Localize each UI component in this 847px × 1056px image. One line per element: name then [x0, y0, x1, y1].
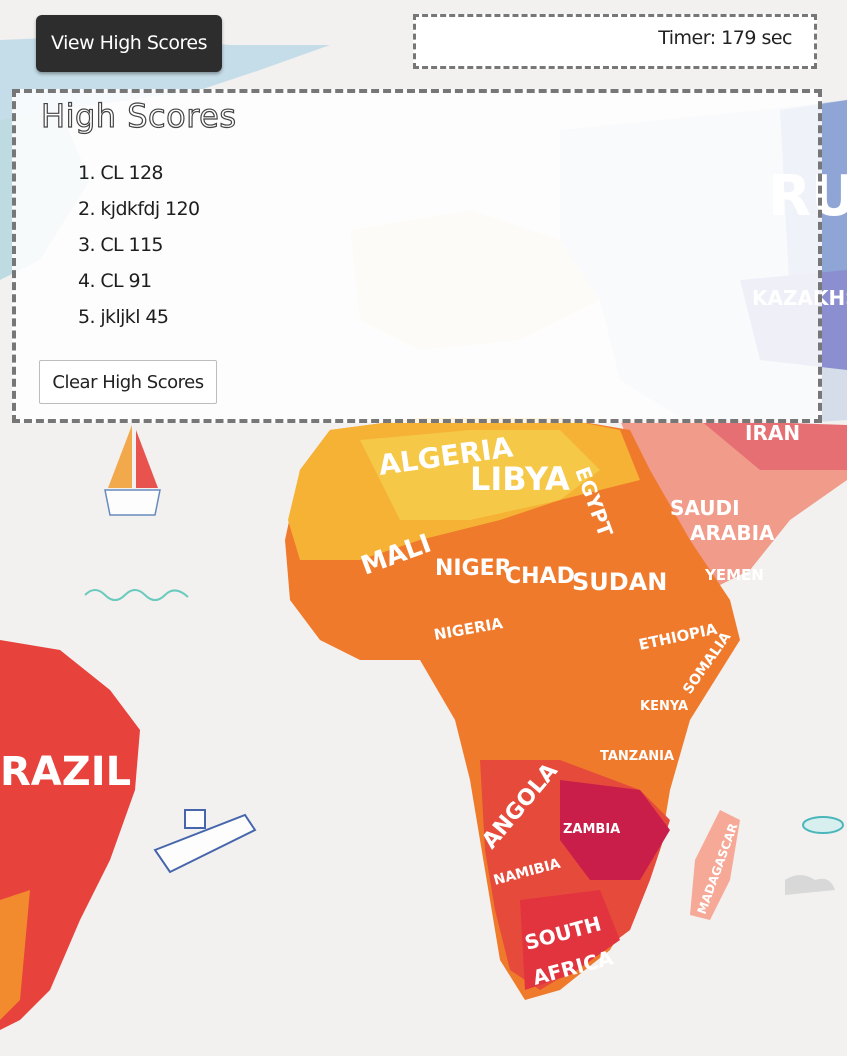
label-libya: LIBYA: [470, 460, 570, 498]
label-kenya: KENYA: [640, 699, 688, 714]
label-saudi-2: ARABIA: [690, 521, 775, 545]
timer-text: Timer: 179 sec: [658, 27, 792, 49]
label-chad: CHAD: [505, 564, 575, 589]
label-zambia: ZAMBIA: [563, 822, 620, 837]
high-score-entry: 5. jkljkl 45: [78, 306, 169, 328]
label-iran: IRAN: [745, 421, 800, 445]
high-score-entry: 3. CL 115: [78, 234, 164, 256]
high-scores-list: 1. CL 128 2. kjdkfdj 120 3. CL 115 4. CL…: [78, 155, 200, 335]
timer-display: Timer: 179 sec: [413, 14, 817, 69]
high-scores-panel: High Scores 1. CL 128 2. kjdkfdj 120 3. …: [12, 89, 822, 423]
clear-high-scores-button[interactable]: Clear High Scores: [39, 360, 217, 404]
label-yemen: YEMEN: [704, 566, 764, 584]
high-score-entry: 4. CL 91: [78, 270, 152, 292]
label-sudan: SUDAN: [572, 568, 667, 596]
label-niger: NIGER: [435, 556, 512, 581]
label-saudi-1: SAUDI: [670, 496, 740, 520]
label-tanzania: TANZANIA: [600, 749, 674, 764]
label-brazil: RAZIL: [0, 749, 131, 795]
high-score-entry: 2. kjdkfdj 120: [78, 198, 200, 220]
view-high-scores-button[interactable]: View High Scores: [36, 15, 222, 72]
high-scores-title: High Scores: [40, 96, 237, 135]
high-score-entry: 1. CL 128: [78, 162, 164, 184]
